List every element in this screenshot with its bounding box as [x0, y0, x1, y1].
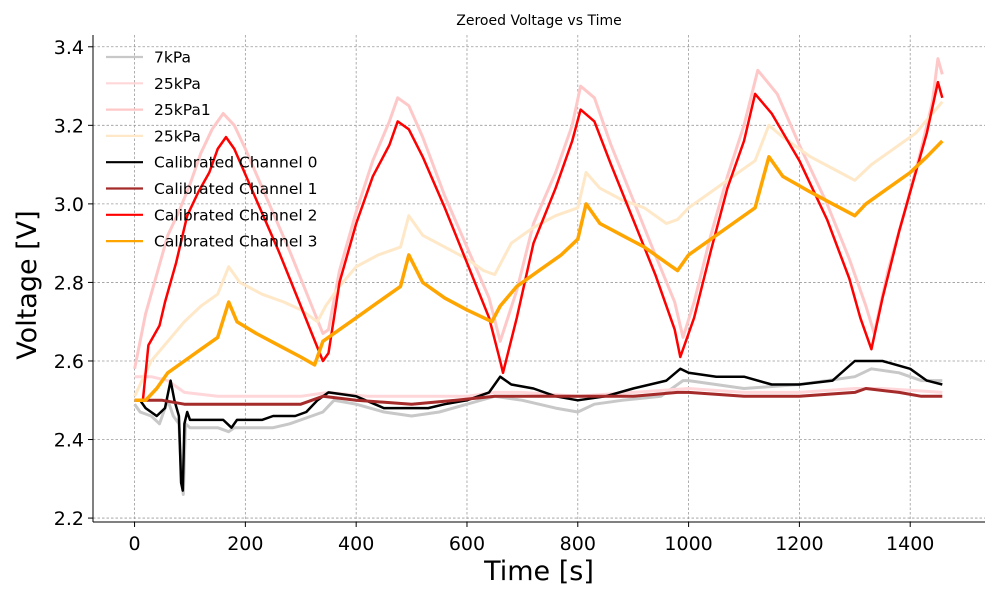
chart-title: Zeroed Voltage vs Time	[456, 13, 621, 29]
axes	[92, 35, 985, 523]
x-tick-label: 200	[227, 533, 263, 555]
y-tick-label: 2.6	[54, 351, 84, 373]
x-ticks: 0 200 400 600 800 1000 1200 1400	[129, 522, 934, 555]
x-tick-label: 1200	[775, 533, 823, 555]
y-tick-label: 3.4	[54, 37, 84, 59]
series-line-0	[133, 367, 943, 496]
y-tick-label: 2.2	[54, 508, 84, 530]
x-tick-label: 1400	[886, 533, 934, 555]
y-tick-label: 2.8	[54, 272, 84, 294]
series-line-3	[133, 100, 944, 397]
series-line-2	[133, 57, 944, 370]
series-line-4	[134, 359, 943, 492]
series-line-5	[134, 387, 943, 406]
legend-label: Calibrated Channel 1	[154, 180, 317, 198]
legend-label: 25kPa	[154, 75, 201, 93]
x-tick-label: 800	[560, 533, 596, 555]
legend-label: Calibrated Channel 2	[154, 206, 317, 224]
y-tick-label: 2.4	[54, 430, 84, 452]
legend: 7kPa 25kPa 25kPa1 25kPa Calibrated Channel 0…	[106, 49, 317, 251]
grid	[93, 35, 985, 522]
legend-label: Calibrated Channel 0	[154, 154, 317, 172]
y-tick-label: 3.0	[54, 194, 84, 216]
y-tick-label: 3.2	[54, 115, 84, 137]
y-axis-label: Voltage [V]	[12, 210, 43, 359]
y-ticks: 2.2 2.4 2.6 2.8 3.0 3.2 3.4	[54, 37, 93, 530]
legend-label: 25kPa	[154, 127, 201, 145]
legend-label: 25kPa1	[154, 101, 211, 119]
x-axis-label: Time [s]	[483, 556, 594, 587]
series-line-7	[134, 139, 944, 403]
x-tick-label: 0	[129, 533, 141, 555]
legend-label: Calibrated Channel 3	[154, 233, 317, 251]
x-tick-label: 400	[338, 533, 374, 555]
legend-label: 7kPa	[154, 49, 191, 67]
x-tick-label: 600	[449, 533, 485, 555]
x-tick-label: 1000	[664, 533, 712, 555]
series-lines	[133, 57, 944, 496]
series-line-6	[134, 80, 944, 402]
